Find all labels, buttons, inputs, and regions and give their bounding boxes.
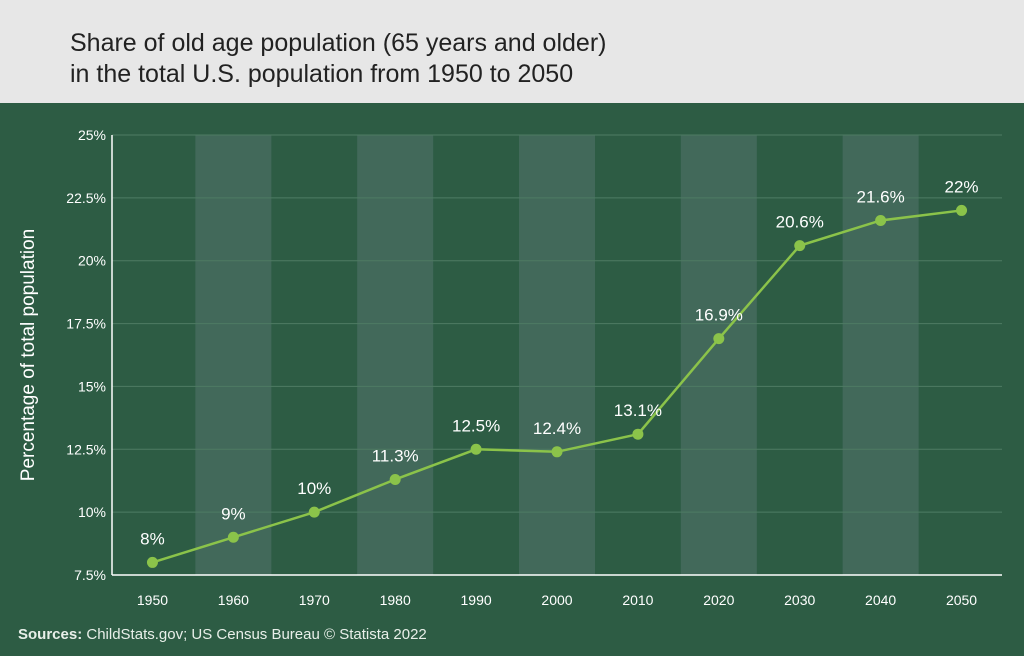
x-tick-label: 1990 (461, 592, 492, 608)
y-tick-label: 15% (78, 378, 106, 394)
x-tick-label: 1970 (299, 592, 330, 608)
band-2000 (519, 135, 595, 575)
data-label: 11.3% (372, 446, 419, 465)
y-tick-label: 12.5% (66, 441, 106, 457)
header-banner: Share of old age population (65 years an… (0, 0, 1024, 103)
data-point (875, 214, 887, 226)
data-label: 10% (297, 479, 331, 498)
y-tick-label: 7.5% (74, 567, 106, 583)
sources-footer: Sources: ChildStats.gov; US Census Burea… (18, 626, 427, 643)
line-chart: 7.5% 10% 12.5% 15% 17.5% 20% 22.5% 25% 1950 1960 1… (18, 127, 1002, 608)
data-point (632, 428, 644, 440)
band-2020 (680, 135, 757, 575)
x-tick-label: 2050 (946, 592, 977, 608)
data-point (713, 333, 725, 345)
y-axis-title: Percentage of total population (18, 229, 39, 481)
x-tick-label: 2030 (784, 592, 815, 608)
band-1980 (357, 135, 434, 575)
data-point (227, 531, 239, 543)
x-tick-label: 2020 (703, 592, 734, 608)
data-label: 12.4% (533, 419, 581, 438)
data-label: 20.6% (776, 213, 824, 232)
band-2040 (842, 135, 919, 575)
data-label: 21.6% (857, 187, 905, 206)
x-tick-label: 1950 (137, 592, 168, 608)
y-tick-label: 22.5% (66, 190, 106, 206)
x-tick-label: 1980 (380, 592, 411, 608)
x-tick-label: 1960 (218, 592, 249, 608)
y-tick-label: 10% (78, 504, 106, 520)
y-tick-label: 17.5% (66, 316, 106, 332)
data-label: 12.5% (452, 416, 500, 435)
data-label: 9% (221, 504, 246, 523)
y-tick-label: 20% (78, 253, 106, 269)
band-1960 (195, 135, 272, 575)
data-point (956, 204, 968, 216)
data-point (470, 443, 482, 455)
x-tick-label: 2040 (865, 592, 896, 608)
data-point (551, 446, 563, 458)
x-tick-label: 2010 (622, 592, 653, 608)
data-point (389, 473, 401, 485)
data-point (308, 506, 320, 518)
chart-title-line-1: Share of old age population (65 years an… (70, 29, 607, 57)
data-point (794, 240, 806, 252)
x-tick-label: 2000 (541, 592, 572, 608)
y-tick-label: 25% (78, 127, 106, 143)
data-point (146, 556, 158, 568)
data-label: 8% (140, 529, 165, 548)
chart-title-line-2: in the total U.S. population from 1950 t… (70, 60, 574, 88)
chart-title: Share of old age population (65 years an… (70, 28, 970, 90)
sources-label: Sources: (18, 626, 83, 643)
data-label: 22% (945, 177, 979, 196)
sources-text: ChildStats.gov; US Census Bureau © Stati… (86, 626, 427, 643)
data-label: 13.1% (614, 401, 662, 420)
data-label: 16.9% (695, 306, 743, 325)
chart-area: 7.5% 10% 12.5% 15% 17.5% 20% 22.5% 25% 1950 1960 1… (0, 103, 1024, 656)
